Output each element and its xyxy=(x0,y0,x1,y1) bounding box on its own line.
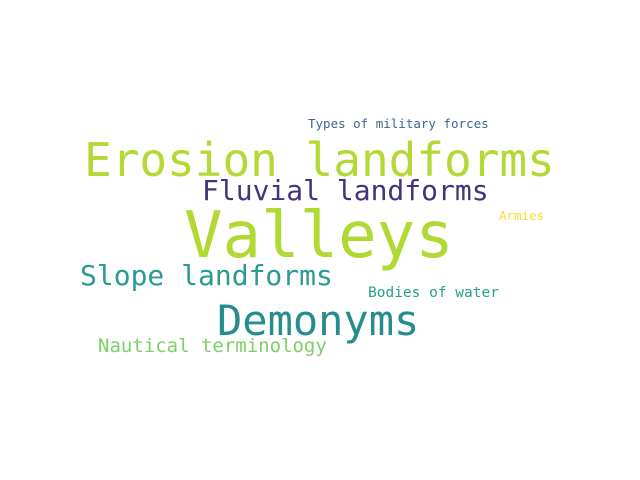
word-demonyms: Demonyms xyxy=(217,296,420,345)
word-bodies-of-water: Bodies of water xyxy=(368,285,499,301)
word-valleys: Valleys xyxy=(184,199,454,273)
word-fluvial-landforms: Fluvial landforms xyxy=(202,174,489,207)
word-slope-landforms: Slope landforms xyxy=(80,259,333,292)
word-armies: Armies xyxy=(499,208,545,223)
word-erosion-landforms: Erosion landforms xyxy=(84,133,555,187)
word-types-of-military-forces: Types of military forces xyxy=(308,116,489,131)
word-nautical-terminology: Nautical terminology xyxy=(98,335,327,357)
